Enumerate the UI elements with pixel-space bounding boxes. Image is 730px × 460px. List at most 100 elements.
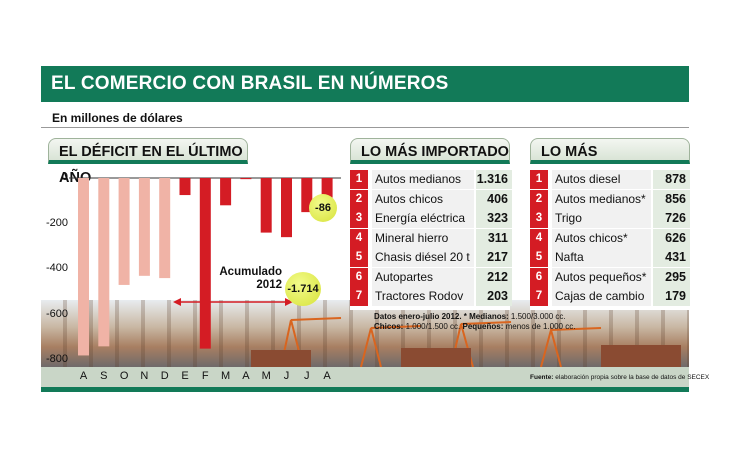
accumulated-value-badge: -1.714 — [285, 272, 321, 306]
bar-4 — [159, 178, 171, 279]
bar-0 — [78, 178, 89, 356]
item-name: Energía eléctrica — [372, 209, 474, 228]
last-value-badge: -86 — [309, 194, 337, 222]
rank-number: 3 — [530, 209, 548, 228]
y-tick-label: -800 — [45, 353, 68, 365]
item-name: Autopartes — [372, 267, 474, 287]
item-name: Autos pequeños* — [552, 267, 651, 287]
source-note: Fuente: elaboración propia sobre la base… — [530, 374, 709, 381]
rank-number: 4 — [350, 228, 368, 248]
x-tick-label: A — [79, 370, 88, 382]
rank-number: 2 — [350, 189, 368, 209]
imported-row: 3 Energía eléctrica 323 — [350, 209, 512, 228]
exported-row: 7 Cajas de cambio 179 — [530, 287, 690, 306]
notes-line2-bold2: Pequeños: — [462, 322, 504, 331]
port-cranes-decoration — [251, 317, 681, 367]
item-value: 203 — [476, 287, 512, 306]
item-value: 626 — [653, 228, 690, 248]
item-value: 311 — [476, 228, 512, 248]
item-value: 1.316 — [476, 170, 512, 189]
item-value: 726 — [653, 209, 690, 228]
item-name: Trigo — [552, 209, 651, 228]
x-tick-label: A — [323, 370, 331, 382]
rank-number: 4 — [530, 228, 548, 248]
x-tick-label: A — [242, 370, 250, 382]
accumulated-label-line1: Acumulado — [219, 266, 282, 278]
item-value: 323 — [476, 209, 512, 228]
imported-table: 1 Autos medianos 1.316 2 Autos chicos 406 3 Ene… — [350, 170, 512, 310]
item-value: 431 — [653, 248, 690, 267]
page-subtitle: En millones de dólares — [52, 111, 183, 125]
item-value: 217 — [476, 248, 512, 267]
exported-row: 3 Trigo 726 — [530, 209, 690, 228]
item-value: 179 — [653, 287, 690, 306]
item-value: 856 — [653, 189, 690, 209]
x-tick-label: F — [201, 370, 209, 382]
item-name: Tractores Rodov — [372, 287, 474, 306]
port-photo-background — [41, 300, 689, 367]
item-value: 295 — [653, 267, 690, 287]
item-value: 878 — [653, 170, 690, 189]
y-tick-label: -200 — [45, 216, 68, 229]
notes-line1-rest: 1.500/3.000 cc. — [508, 312, 566, 321]
x-tick-label: E — [181, 370, 189, 382]
x-tick-label: O — [119, 370, 129, 382]
rank-number: 1 — [530, 170, 548, 189]
bar-6 — [199, 178, 211, 349]
bar-9 — [260, 178, 272, 233]
rank-number: 3 — [350, 209, 368, 228]
notes-line2-bold1: Chicos: — [374, 322, 404, 331]
rank-number: 6 — [350, 267, 368, 287]
y-tick-label: -400 — [45, 262, 68, 274]
bar-11 — [301, 178, 313, 213]
deficit-bar-chart — [69, 177, 341, 356]
item-value: 406 — [476, 189, 512, 209]
x-tick-label: S — [100, 370, 108, 382]
bottom-band — [41, 367, 689, 387]
item-name: Cajas de cambio — [552, 287, 651, 306]
imported-row: 6 Autopartes 212 — [350, 267, 512, 287]
x-tick-label: J — [283, 370, 290, 382]
bar-10 — [281, 178, 292, 238]
notes-line1-bold: Datos enero-julio 2012. * Medianos: — [374, 312, 509, 321]
bar-12 — [321, 178, 333, 198]
imported-row: 1 Autos medianos 1.316 — [350, 170, 512, 189]
accumulated-label: Acumulado 2012 — [212, 266, 282, 292]
notes-line2-rest1: 1.000/1.500 cc. — [403, 322, 463, 331]
bar-2 — [118, 178, 130, 285]
accumulated-range-arrow — [173, 298, 293, 306]
item-name: Chasis diésel 20 t — [372, 248, 474, 267]
bar-5 — [179, 178, 191, 196]
rank-number: 6 — [530, 267, 548, 287]
item-name: Autos medianos* — [552, 189, 651, 209]
y-tick-label: 0 — [61, 171, 68, 183]
notes-line2: Chicos: 1.000/1.500 cc. Pequeños: menos … — [374, 322, 575, 332]
page-title: EL COMERCIO CON BRASIL EN NÚMEROS — [41, 66, 689, 102]
notes-line2-rest2: menos de 1.000 cc. — [503, 322, 576, 331]
rank-number: 5 — [350, 248, 368, 267]
rank-number: 1 — [350, 170, 368, 189]
y-tick-label: -600 — [45, 307, 68, 320]
imported-row: 2 Autos chicos 406 — [350, 189, 512, 209]
item-name: Autos diesel carga — [552, 170, 651, 205]
bar-8 — [240, 178, 252, 180]
exported-row: 4 Autos chicos* 626 — [530, 228, 690, 248]
bar-3 — [138, 178, 150, 276]
x-tick-label: J — [304, 370, 310, 382]
accumulated-label-line2: 2012 — [256, 279, 282, 291]
notes-line1: Datos enero-julio 2012. * Medianos: 1.50… — [374, 312, 566, 322]
rank-number: 7 — [350, 287, 368, 306]
exported-section-title: LO MÁS EXPORTADO — [530, 138, 690, 186]
imported-row: 5 Chasis diésel 20 t 217 — [350, 248, 512, 267]
x-tick-label: N — [140, 370, 149, 382]
exported-row: 6 Autos pequeños* 295 — [530, 267, 690, 287]
source-bold: Fuente: — [530, 374, 554, 381]
bar-7 — [220, 178, 232, 206]
source-rest: elaboración propia sobre la base de dato… — [553, 374, 710, 381]
bar-1 — [98, 178, 110, 347]
item-name: Mineral hierro — [372, 228, 474, 248]
rank-number: 7 — [530, 287, 548, 306]
